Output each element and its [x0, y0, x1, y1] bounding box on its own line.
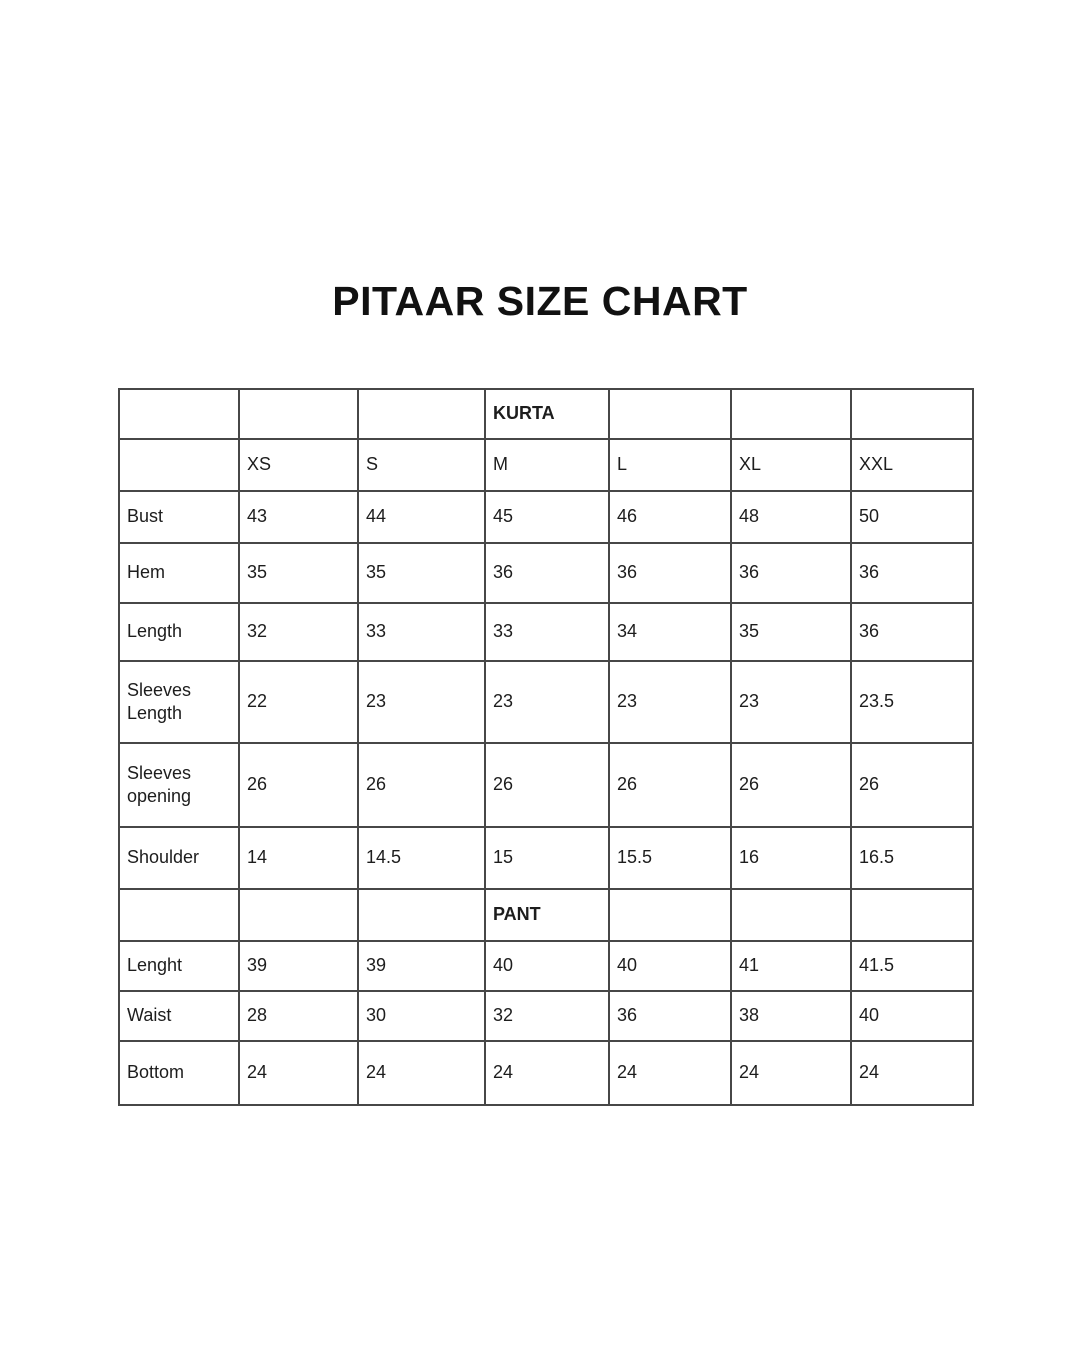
- empty-cell: [850, 888, 974, 942]
- size-header: M: [484, 438, 610, 492]
- cell-value: 35: [357, 542, 486, 604]
- empty-cell: [357, 388, 486, 440]
- table-row-length: Length 32 33 33 34 35 36: [118, 602, 974, 662]
- cell-value: 26: [730, 742, 852, 828]
- cell-value: 46: [608, 490, 732, 544]
- table-row-pant-lenght: Lenght 39 39 40 40 41 41.5: [118, 940, 974, 992]
- cell-value: 40: [484, 940, 610, 992]
- cell-value: 26: [484, 742, 610, 828]
- empty-cell: [730, 888, 852, 942]
- cell-value: 44: [357, 490, 486, 544]
- cell-value: 15.5: [608, 826, 732, 890]
- cell-value: 35: [238, 542, 359, 604]
- cell-value: 40: [608, 940, 732, 992]
- cell-value: 24: [730, 1040, 852, 1106]
- table-row-bust: Bust 43 44 45 46 48 50: [118, 490, 974, 544]
- empty-cell: [238, 388, 359, 440]
- cell-value: 24: [238, 1040, 359, 1106]
- cell-value: 23: [484, 660, 610, 744]
- cell-value: 33: [484, 602, 610, 662]
- size-header: L: [608, 438, 732, 492]
- cell-value: 36: [850, 602, 974, 662]
- size-header-row: XS S M L XL XXL: [118, 438, 974, 492]
- empty-cell: [357, 888, 486, 942]
- cell-value: 26: [357, 742, 486, 828]
- cell-value: 23: [730, 660, 852, 744]
- row-label: Waist: [118, 990, 240, 1042]
- empty-cell: [608, 888, 732, 942]
- cell-value: 43: [238, 490, 359, 544]
- cell-value: 26: [608, 742, 732, 828]
- cell-value: 16.5: [850, 826, 974, 890]
- size-header: XXL: [850, 438, 974, 492]
- size-header: XS: [238, 438, 359, 492]
- cell-value: 41.5: [850, 940, 974, 992]
- page-title: PITAAR SIZE CHART: [332, 278, 748, 324]
- row-label: Sleeves Length: [118, 660, 240, 744]
- row-label: Sleeves opening: [118, 742, 240, 828]
- cell-value: 38: [730, 990, 852, 1042]
- row-label: Bust: [118, 490, 240, 544]
- empty-cell: [608, 388, 732, 440]
- cell-value: 22: [238, 660, 359, 744]
- cell-value: 41: [730, 940, 852, 992]
- kurta-section-header-row: KURTA: [118, 388, 974, 440]
- table-row-waist: Waist 28 30 32 36 38 40: [118, 990, 974, 1042]
- cell-value: 23: [357, 660, 486, 744]
- size-header: XL: [730, 438, 852, 492]
- cell-value: 32: [238, 602, 359, 662]
- cell-value: 24: [608, 1040, 732, 1106]
- empty-cell: [238, 888, 359, 942]
- table-row-hem: Hem 35 35 36 36 36 36: [118, 542, 974, 604]
- cell-value: 28: [238, 990, 359, 1042]
- cell-value: 36: [608, 990, 732, 1042]
- cell-value: 26: [238, 742, 359, 828]
- cell-value: 24: [357, 1040, 486, 1106]
- cell-value: 32: [484, 990, 610, 1042]
- cell-value: 36: [850, 542, 974, 604]
- cell-value: 36: [608, 542, 732, 604]
- row-label: Shoulder: [118, 826, 240, 890]
- row-label: Length: [118, 602, 240, 662]
- cell-value: 23: [608, 660, 732, 744]
- cell-value: 14.5: [357, 826, 486, 890]
- empty-cell: [850, 388, 974, 440]
- section-header-kurta: KURTA: [484, 388, 610, 440]
- row-label: Hem: [118, 542, 240, 604]
- cell-value: 34: [608, 602, 732, 662]
- cell-value: 14: [238, 826, 359, 890]
- cell-value: 15: [484, 826, 610, 890]
- cell-value: 23.5: [850, 660, 974, 744]
- empty-cell: [118, 888, 240, 942]
- size-header: S: [357, 438, 486, 492]
- cell-value: 48: [730, 490, 852, 544]
- cell-value: 45: [484, 490, 610, 544]
- cell-value: 30: [357, 990, 486, 1042]
- cell-value: 36: [730, 542, 852, 604]
- cell-value: 33: [357, 602, 486, 662]
- cell-value: 40: [850, 990, 974, 1042]
- table-row-bottom: Bottom 24 24 24 24 24 24: [118, 1040, 974, 1106]
- cell-value: 50: [850, 490, 974, 544]
- row-label: Lenght: [118, 940, 240, 992]
- section-header-pant: PANT: [484, 888, 610, 942]
- empty-cell: [118, 388, 240, 440]
- table-row-shoulder: Shoulder 14 14.5 15 15.5 16 16.5: [118, 826, 974, 890]
- cell-value: 24: [484, 1040, 610, 1106]
- pant-section-header-row: PANT: [118, 888, 974, 942]
- table-row-sleeves-length: Sleeves Length 22 23 23 23 23 23.5: [118, 660, 974, 744]
- empty-cell: [730, 388, 852, 440]
- cell-value: 24: [850, 1040, 974, 1106]
- row-label: Bottom: [118, 1040, 240, 1106]
- table-row-sleeves-opening: Sleeves opening 26 26 26 26 26 26: [118, 742, 974, 828]
- empty-cell: [118, 438, 240, 492]
- cell-value: 36: [484, 542, 610, 604]
- cell-value: 39: [238, 940, 359, 992]
- cell-value: 16: [730, 826, 852, 890]
- size-chart-table: KURTA XS S M L XL XXL Bust 43 44 45 46 4…: [118, 388, 974, 1106]
- cell-value: 39: [357, 940, 486, 992]
- cell-value: 35: [730, 602, 852, 662]
- cell-value: 26: [850, 742, 974, 828]
